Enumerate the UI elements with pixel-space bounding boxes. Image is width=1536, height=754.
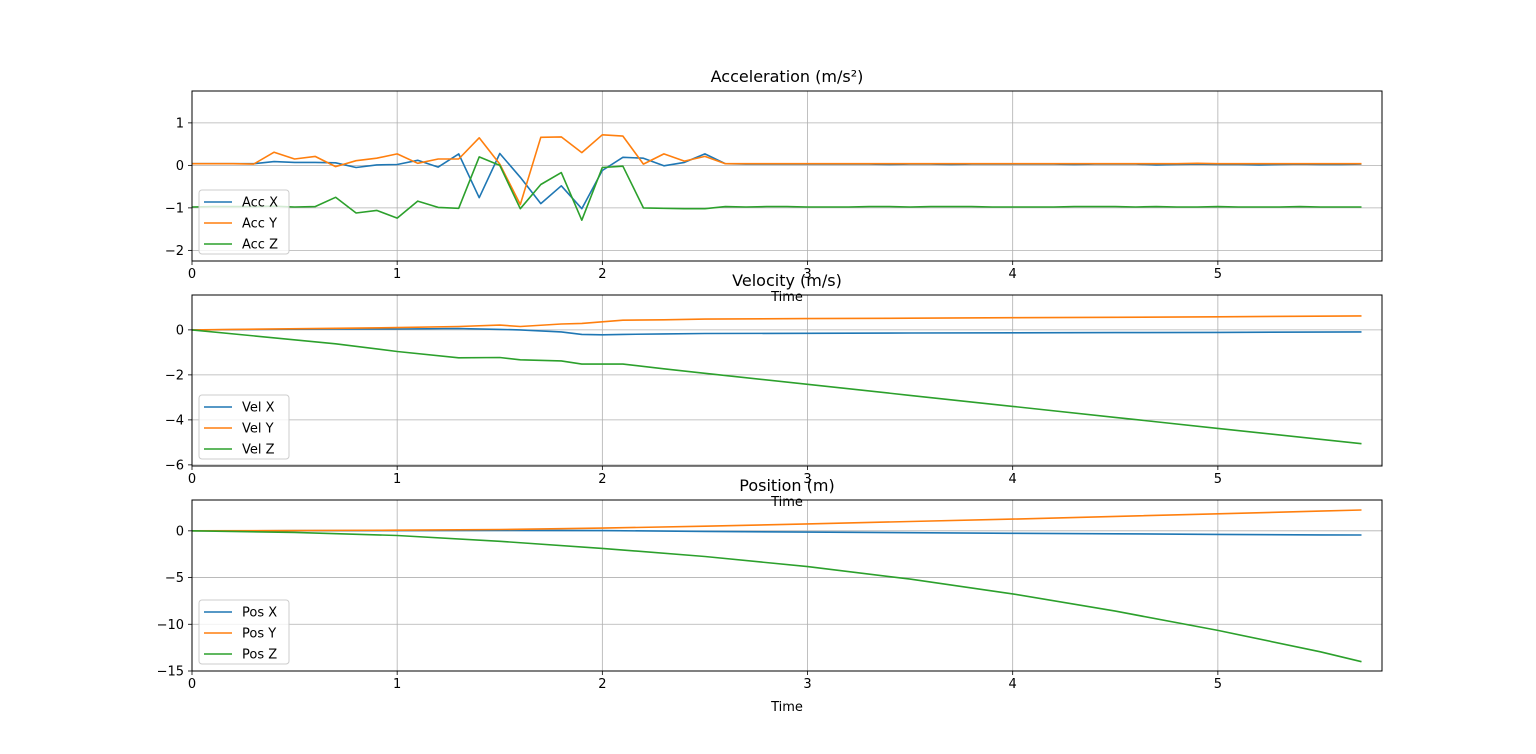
series-line-acc-x	[192, 152, 1362, 210]
legend-box	[198, 599, 290, 665]
x-tick-label: 1	[393, 267, 401, 282]
legend-label-vel-z: Vel Z	[242, 443, 275, 458]
series-line-pos-y	[192, 509, 1362, 532]
x-tick-label: 5	[1214, 267, 1222, 282]
x-tick-label: 3	[803, 472, 811, 487]
x-tick-label: 2	[598, 472, 606, 487]
legend: Pos X Pos Y Pos Z	[198, 599, 290, 665]
y-tick-label: −5	[165, 571, 184, 586]
y-tick-label: −10	[157, 618, 184, 633]
x-tick-label: 4	[1009, 677, 1017, 692]
legend-label-vel-y: Vel Y	[242, 422, 274, 437]
x-tick-label: 3	[803, 267, 811, 282]
series-line-pos-z	[192, 530, 1362, 663]
subplot-title: Acceleration (m/s²)	[711, 67, 864, 86]
x-tick-label: 2	[598, 267, 606, 282]
legend-label-acc-x: Acc X	[242, 196, 278, 211]
legend-label-pos-y: Pos Y	[242, 627, 276, 642]
x-tick-label: 2	[598, 677, 606, 692]
y-tick-label: 0	[176, 524, 184, 539]
x-tick-label: 0	[188, 472, 196, 487]
y-tick-label: −1	[165, 201, 184, 216]
y-tick-label: −4	[165, 413, 184, 428]
x-axis-label: Time	[770, 700, 803, 715]
y-tick-label: −15	[157, 665, 184, 680]
series-line-vel-y	[192, 315, 1362, 331]
x-axis-label: Time	[770, 495, 803, 510]
y-tick-label: 0	[176, 159, 184, 174]
x-tick-label: 5	[1214, 472, 1222, 487]
axes-frame	[191, 499, 1383, 672]
axes-frame	[191, 90, 1383, 262]
x-tick-label: 1	[393, 677, 401, 692]
subplot-title: Velocity (m/s)	[732, 271, 842, 290]
legend-box	[198, 394, 290, 460]
subplot-title: Position (m)	[739, 476, 834, 495]
legend-label-acc-y: Acc Y	[242, 217, 277, 232]
series-line-vel-z	[192, 329, 1362, 445]
legend: Vel X Vel Y Vel Z	[198, 394, 290, 460]
x-tick-label: 4	[1009, 472, 1017, 487]
legend-box	[198, 189, 290, 255]
y-tick-label: −2	[165, 244, 184, 259]
x-tick-label: 0	[188, 677, 196, 692]
series-line-acc-z	[192, 156, 1362, 221]
x-tick-label: 4	[1009, 267, 1017, 282]
x-tick-label: 1	[393, 472, 401, 487]
series-line-acc-y	[192, 134, 1362, 206]
legend-label-pos-x: Pos X	[242, 606, 277, 621]
x-axis-label: Time	[770, 290, 803, 305]
y-tick-label: 0	[176, 323, 184, 338]
legend-label-acc-z: Acc Z	[242, 238, 278, 253]
x-tick-label: 3	[803, 677, 811, 692]
legend-label-pos-z: Pos Z	[242, 648, 277, 663]
x-tick-label: 5	[1214, 677, 1222, 692]
legend-label-vel-x: Vel X	[242, 401, 275, 416]
y-tick-label: −2	[165, 368, 184, 383]
x-tick-label: 0	[188, 267, 196, 282]
legend: Acc X Acc Y Acc Z	[198, 189, 290, 255]
y-tick-label: −6	[165, 458, 184, 473]
subplot-acceleration: 0 1 2 3 4 5 −2 −1 0 1 Acceleration (m/s²) Time Acc X…	[165, 67, 1383, 305]
axes-frame	[191, 294, 1383, 467]
series-line-vel-x	[192, 327, 1362, 336]
y-tick-label: 1	[176, 116, 184, 131]
